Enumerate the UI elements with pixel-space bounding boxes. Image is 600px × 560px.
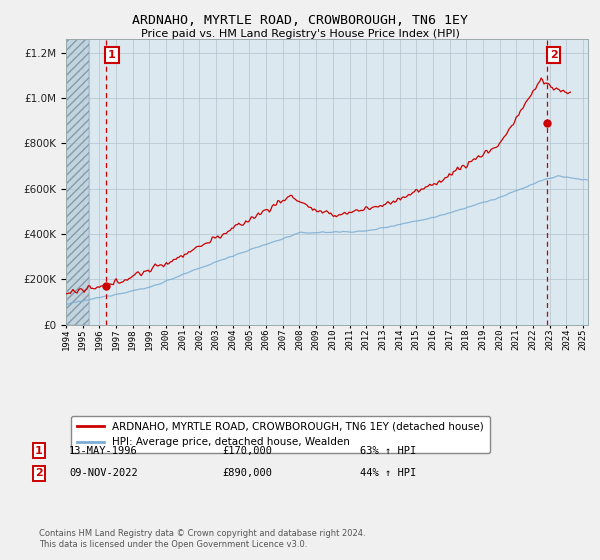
Text: 1: 1 [35,446,43,456]
Text: 09-NOV-2022: 09-NOV-2022 [69,468,138,478]
Text: 63% ↑ HPI: 63% ↑ HPI [360,446,416,456]
Text: 1: 1 [108,50,116,60]
Text: £170,000: £170,000 [222,446,272,456]
Text: 13-MAY-1996: 13-MAY-1996 [69,446,138,456]
Text: Price paid vs. HM Land Registry's House Price Index (HPI): Price paid vs. HM Land Registry's House … [140,29,460,39]
Text: ARDNAHO, MYRTLE ROAD, CROWBOROUGH, TN6 1EY: ARDNAHO, MYRTLE ROAD, CROWBOROUGH, TN6 1… [132,14,468,27]
Text: 2: 2 [35,468,43,478]
Legend: ARDNAHO, MYRTLE ROAD, CROWBOROUGH, TN6 1EY (detached house), HPI: Average price,: ARDNAHO, MYRTLE ROAD, CROWBOROUGH, TN6 1… [71,416,490,454]
Text: Contains HM Land Registry data © Crown copyright and database right 2024.
This d: Contains HM Land Registry data © Crown c… [39,529,365,549]
Text: 2: 2 [550,50,557,60]
Bar [66,39,89,325]
Text: 44% ↑ HPI: 44% ↑ HPI [360,468,416,478]
Text: £890,000: £890,000 [222,468,272,478]
Bar [66,39,89,325]
